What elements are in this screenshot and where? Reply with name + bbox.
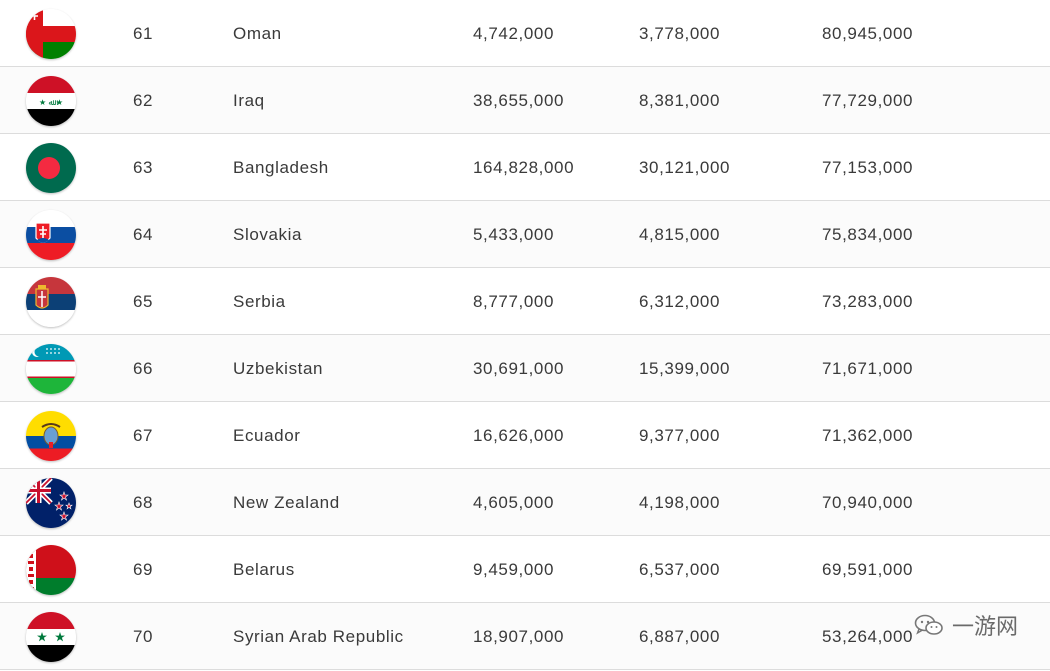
wechat-icon (914, 613, 944, 637)
slovakia-flag-icon (26, 210, 76, 260)
value-cell: 4,815,000 (639, 225, 721, 244)
value-cell: 77,729,000 (822, 91, 914, 110)
bangladesh-flag-icon (26, 143, 76, 193)
oman-flag-icon (26, 9, 76, 59)
value-cell: 75,834,000 (822, 225, 914, 244)
syria-flag-icon (26, 612, 76, 662)
value-cell: 71,671,000 (822, 359, 914, 378)
value-cell: 70,940,000 (822, 493, 914, 512)
country-cell: Serbia (233, 292, 286, 311)
value-cell: 6,887,000 (639, 627, 721, 646)
value-cell: 53,264,000 (822, 627, 914, 646)
table-row: 61 Oman 4,742,000 3,778,000 80,945,000 (0, 0, 1050, 67)
table-row: ★ ﷲ ★ 62 Iraq 38,655,000 8,381,000 77,72… (0, 67, 1050, 134)
iraq-flag-icon: ★ ﷲ ★ (26, 76, 76, 126)
rank-cell: 69 (133, 560, 154, 579)
table-row: 64 Slovakia 5,433,000 4,815,000 75,834,0… (0, 201, 1050, 268)
rank-cell: 68 (133, 493, 154, 512)
value-cell: 69,591,000 (822, 560, 914, 579)
table-row: 69 Belarus 9,459,000 6,537,000 69,591,00… (0, 536, 1050, 603)
rank-cell: 67 (133, 426, 154, 445)
value-cell: 4,742,000 (473, 24, 555, 43)
country-cell: Iraq (233, 91, 265, 110)
value-cell: 15,399,000 (639, 359, 731, 378)
country-cell: Syrian Arab Republic (233, 627, 404, 646)
belarus-flag-icon (26, 545, 76, 595)
value-cell: 77,153,000 (822, 158, 914, 177)
value-cell: 9,459,000 (473, 560, 555, 579)
country-cell: New Zealand (233, 493, 340, 512)
value-cell: 73,283,000 (822, 292, 914, 311)
uzbekistan-flag-icon (26, 344, 76, 394)
watermark: 一游网 (914, 609, 1018, 641)
table-row: 66 Uzbekistan 30,691,000 15,399,000 71,6… (0, 335, 1050, 402)
value-cell: 18,907,000 (473, 627, 565, 646)
value-cell: 71,362,000 (822, 426, 914, 445)
value-cell: 30,691,000 (473, 359, 565, 378)
country-cell: Slovakia (233, 225, 303, 244)
value-cell: 8,381,000 (639, 91, 721, 110)
table-row: 67 Ecuador 16,626,000 9,377,000 71,362,0… (0, 402, 1050, 469)
serbia-flag-icon (26, 277, 76, 327)
rank-cell: 63 (133, 158, 154, 177)
rank-cell: 62 (133, 91, 154, 110)
value-cell: 5,433,000 (473, 225, 555, 244)
value-cell: 6,537,000 (639, 560, 721, 579)
country-cell: Bangladesh (233, 158, 329, 177)
value-cell: 6,312,000 (639, 292, 721, 311)
value-cell: 30,121,000 (639, 158, 731, 177)
value-cell: 164,828,000 (473, 158, 575, 177)
rank-cell: 64 (133, 225, 154, 244)
value-cell: 3,778,000 (639, 24, 721, 43)
country-cell: Uzbekistan (233, 359, 324, 378)
value-cell: 16,626,000 (473, 426, 565, 445)
rank-cell: 70 (133, 627, 154, 646)
rank-cell: 65 (133, 292, 154, 311)
watermark-text: 一游网 (951, 614, 1018, 639)
country-cell: Ecuador (233, 426, 301, 445)
value-cell: 38,655,000 (473, 91, 565, 110)
svg-text:★ ﷲ ★: ★ ﷲ ★ (39, 98, 63, 107)
ecuador-flag-icon (26, 411, 76, 461)
rank-cell: 61 (133, 24, 154, 43)
value-cell: 80,945,000 (822, 24, 914, 43)
value-cell: 4,605,000 (473, 493, 555, 512)
new-zealand-flag-icon (26, 478, 76, 528)
table-row: 70 Syrian Arab Republic 18,907,000 6,887… (0, 603, 1050, 670)
country-cell: Oman (233, 24, 282, 43)
value-cell: 8,777,000 (473, 292, 555, 311)
country-cell: Belarus (233, 560, 295, 579)
value-cell: 4,198,000 (639, 493, 721, 512)
table-row: 63 Bangladesh 164,828,000 30,121,000 77,… (0, 134, 1050, 201)
value-cell: 9,377,000 (639, 426, 721, 445)
table-row: 68 New Zealand 4,605,000 4,198,000 70,94… (0, 469, 1050, 536)
rank-cell: 66 (133, 359, 154, 378)
table-row: 65 Serbia 8,777,000 6,312,000 73,283,000 (0, 268, 1050, 335)
